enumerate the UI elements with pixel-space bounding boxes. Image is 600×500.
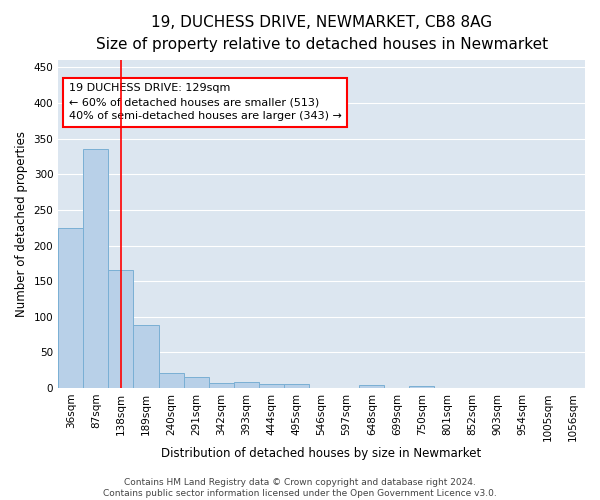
Bar bbox=[409, 386, 434, 388]
Bar bbox=[184, 376, 209, 388]
Bar bbox=[234, 382, 259, 388]
Bar bbox=[284, 384, 309, 388]
Y-axis label: Number of detached properties: Number of detached properties bbox=[15, 131, 28, 317]
Bar bbox=[109, 270, 133, 388]
Bar bbox=[158, 373, 184, 388]
Bar bbox=[359, 385, 385, 388]
Bar bbox=[209, 383, 234, 388]
Bar bbox=[133, 326, 158, 388]
Text: Contains HM Land Registry data © Crown copyright and database right 2024.
Contai: Contains HM Land Registry data © Crown c… bbox=[103, 478, 497, 498]
Bar bbox=[83, 150, 109, 388]
Title: 19, DUCHESS DRIVE, NEWMARKET, CB8 8AG
Size of property relative to detached hous: 19, DUCHESS DRIVE, NEWMARKET, CB8 8AG Si… bbox=[95, 15, 548, 52]
Bar bbox=[259, 384, 284, 388]
Bar bbox=[58, 228, 83, 388]
Text: 19 DUCHESS DRIVE: 129sqm
← 60% of detached houses are smaller (513)
40% of semi-: 19 DUCHESS DRIVE: 129sqm ← 60% of detach… bbox=[69, 83, 341, 121]
X-axis label: Distribution of detached houses by size in Newmarket: Distribution of detached houses by size … bbox=[161, 447, 482, 460]
